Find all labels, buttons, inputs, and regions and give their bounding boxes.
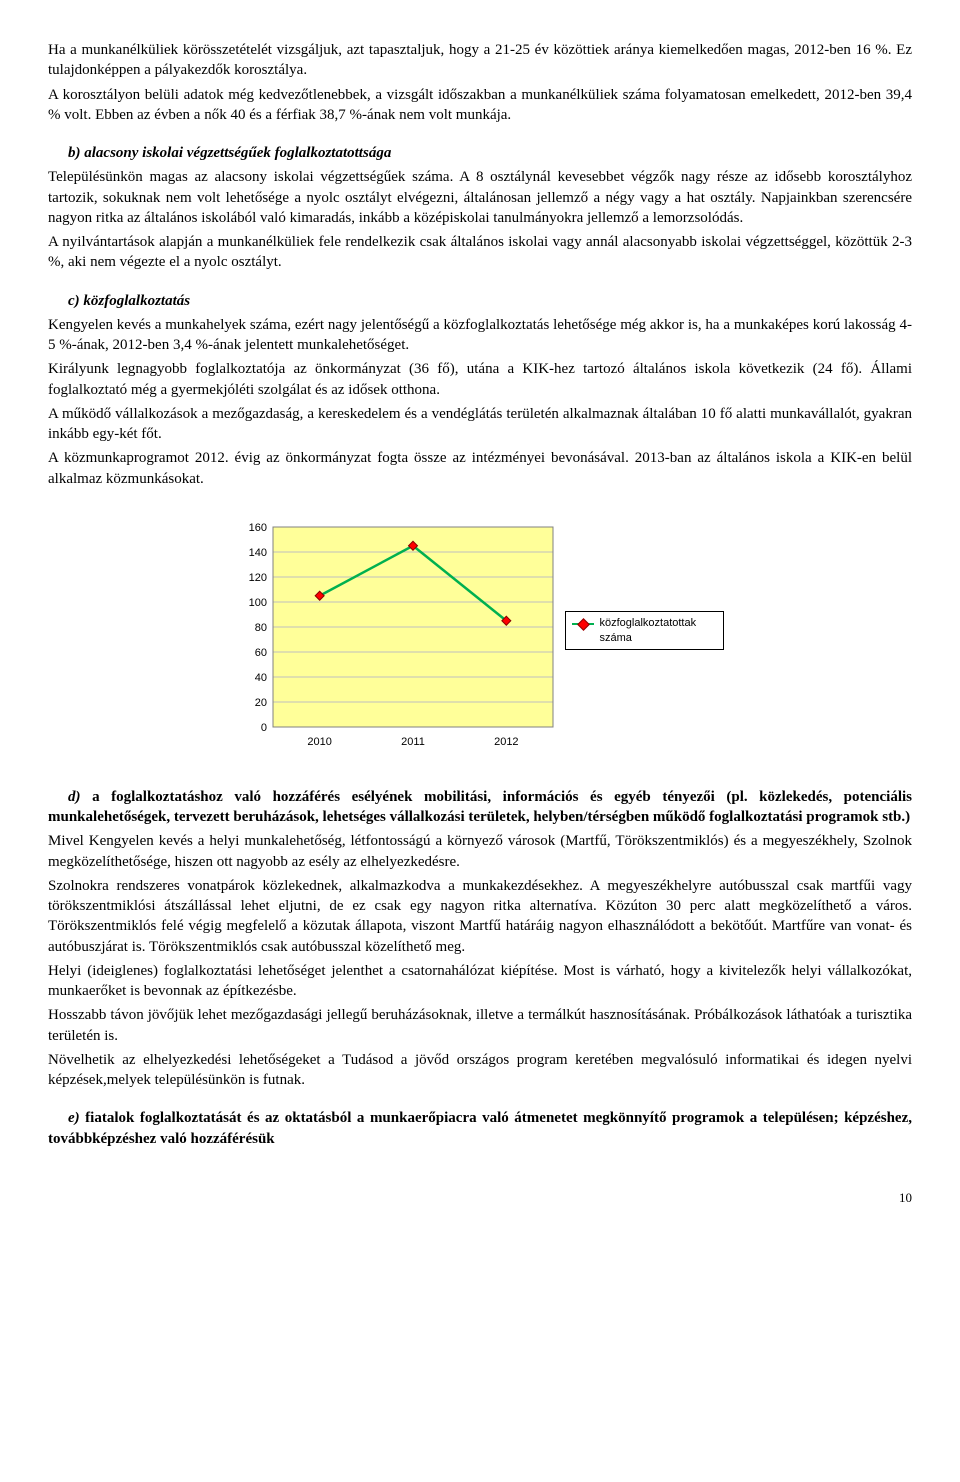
d-para-3: Helyi (ideiglenes) foglalkoztatási lehet… bbox=[48, 961, 912, 1002]
line-chart: 0 20 40 60 80 100 120 140 160 2010 2011 2012 közfog… bbox=[233, 517, 728, 759]
svg-text:2011: 2011 bbox=[401, 736, 425, 748]
svg-text:20: 20 bbox=[254, 697, 266, 709]
svg-text:2012: 2012 bbox=[494, 736, 518, 748]
b-heading-text: b) alacsony iskolai végzettségűek foglal… bbox=[68, 145, 391, 161]
c-para-4: A közmunkaprogramot 2012. évig az önkorm… bbox=[48, 448, 912, 489]
d-para-2: Szolnokra rendszeres vonatpárok közleked… bbox=[48, 876, 912, 957]
svg-text:140: 140 bbox=[248, 547, 266, 559]
svg-text:0: 0 bbox=[260, 722, 266, 734]
c-heading-text: c) közfoglalkoztatás bbox=[68, 293, 190, 309]
e-heading-text: fiatalok foglalkoztatását és az oktatásb… bbox=[48, 1110, 912, 1146]
page-number: 10 bbox=[48, 1189, 912, 1207]
d-heading-text: a foglalkoztatáshoz való hozzáférés esél… bbox=[48, 789, 912, 825]
chart-legend: közfoglalkoztatottak száma bbox=[565, 611, 724, 651]
svg-text:120: 120 bbox=[248, 572, 266, 584]
para-1: Ha a munkanélküliek körösszetételét vizs… bbox=[48, 40, 912, 81]
b-para-1: Településünkön magas az alacsony iskolai… bbox=[48, 167, 912, 228]
svg-text:160: 160 bbox=[248, 522, 266, 534]
d-para-5: Növelhetik az elhelyezkedési lehetőségek… bbox=[48, 1050, 912, 1091]
section-e-heading: e) fiatalok foglalkoztatását és az oktat… bbox=[48, 1108, 912, 1149]
svg-text:40: 40 bbox=[254, 672, 266, 684]
b-para-2: A nyilvántartások alapján a munkanélküli… bbox=[48, 232, 912, 273]
svg-text:60: 60 bbox=[254, 647, 266, 659]
d-lead: d) bbox=[68, 789, 92, 805]
svg-text:2010: 2010 bbox=[307, 736, 331, 748]
chart-container: 0 20 40 60 80 100 120 140 160 2010 2011 2012 közfog… bbox=[48, 517, 912, 759]
section-d-heading: d) a foglalkoztatáshoz való hozzáférés e… bbox=[48, 787, 912, 828]
e-lead: e) bbox=[68, 1110, 85, 1126]
legend-marker bbox=[572, 619, 594, 629]
section-c-heading: c) közfoglalkoztatás bbox=[48, 291, 912, 311]
c-para-3: A működő vállalkozások a mezőgazdaság, a… bbox=[48, 404, 912, 445]
d-para-4: Hosszabb távon jövőjük lehet mezőgazdasá… bbox=[48, 1005, 912, 1046]
c-para-2: Királyunk legnagyobb foglalkoztatója az … bbox=[48, 359, 912, 400]
legend-label: közfoglalkoztatottak száma bbox=[600, 616, 717, 646]
section-b-heading: b) alacsony iskolai végzettségűek foglal… bbox=[48, 143, 912, 163]
c-para-1: Kengyelen kevés a munkahelyek száma, ezé… bbox=[48, 315, 912, 356]
d-para-1: Mivel Kengyelen kevés a helyi munkalehet… bbox=[48, 831, 912, 872]
svg-text:80: 80 bbox=[254, 622, 266, 634]
para-2: A korosztályon belüli adatok még kedvező… bbox=[48, 85, 912, 126]
svg-text:100: 100 bbox=[248, 597, 266, 609]
